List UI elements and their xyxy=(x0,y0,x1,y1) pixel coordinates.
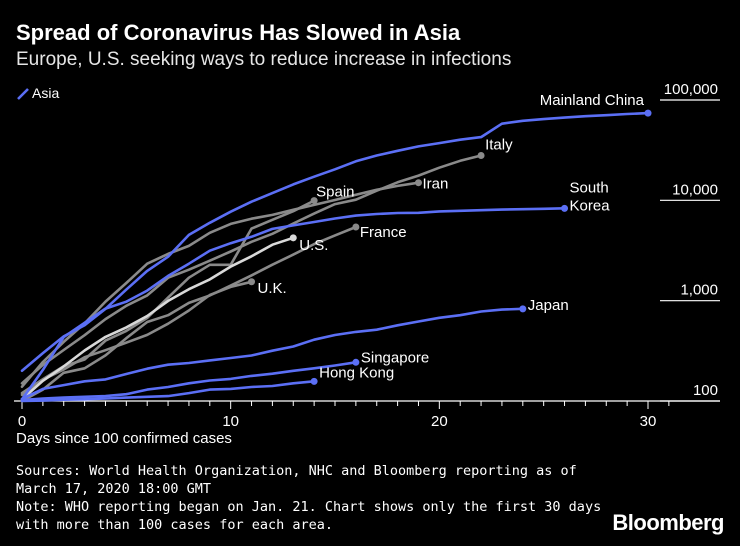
series-end-point xyxy=(477,151,485,159)
note-line: March 17, 2020 18:00 GMT xyxy=(16,481,212,497)
series-line-italy xyxy=(20,154,483,385)
note-line: Note: WHO reporting began on Jan. 21. Ch… xyxy=(16,499,602,515)
legend: Asia xyxy=(17,85,59,101)
x-tick-label: 30 xyxy=(640,413,657,430)
bloomberg-logo: Bloomberg xyxy=(612,510,724,535)
series-end-point xyxy=(519,305,527,313)
note-line: Sources: World Health Organization, NHC … xyxy=(16,463,577,479)
series-line-u-s xyxy=(20,236,295,401)
series-line-france xyxy=(20,225,358,403)
y-gridlines: 100 1,000 10,000 100,000 xyxy=(660,81,720,402)
y-tick-label: 10,000 xyxy=(672,181,718,198)
series-line-japan xyxy=(20,307,525,401)
series-label: Italy xyxy=(485,136,513,153)
series-end-point xyxy=(310,377,318,385)
series-end-point xyxy=(414,179,422,187)
chart-subtitle: Europe, U.S. seeking ways to reduce incr… xyxy=(16,49,512,70)
series-label: Hong Kong xyxy=(319,364,394,381)
x-tick-label: 10 xyxy=(222,413,239,430)
series-label-line: South xyxy=(570,179,609,196)
series-end-point xyxy=(352,223,360,231)
series-line-hong-kong xyxy=(20,379,316,403)
x-axis: 0 10 20 30 xyxy=(14,400,720,430)
y-tick-label: 100,000 xyxy=(664,81,718,98)
x-axis-label: Days since 100 confirmed cases xyxy=(16,430,232,447)
series-label: Japan xyxy=(528,297,569,314)
series-end-point xyxy=(289,234,297,242)
series-end-point xyxy=(248,278,256,286)
series-label: Iran xyxy=(422,176,448,193)
series-lines xyxy=(20,109,652,403)
series-label: Mainland China xyxy=(540,92,645,109)
x-tick-label: 20 xyxy=(431,413,448,430)
x-tick-label: 0 xyxy=(18,413,26,430)
series-line-u-k xyxy=(20,280,253,397)
series-labels: Italy Iran Spain France U.K. U.S. Mainland Chi… xyxy=(258,92,645,381)
legend-label: Asia xyxy=(32,85,59,101)
series-line-mainland-china xyxy=(20,111,650,373)
series-label: South Korea xyxy=(570,179,611,214)
series-label: Singapore xyxy=(361,349,429,366)
series-end-point xyxy=(561,204,569,212)
chart-title: Spread of Coronavirus Has Slowed in Asia xyxy=(16,20,461,45)
y-tick-label: 100 xyxy=(693,382,718,399)
source-notes: Sources: World Health Organization, NHC … xyxy=(16,462,601,534)
series-label-line: Korea xyxy=(570,197,611,214)
y-tick-label: 1,000 xyxy=(680,282,718,299)
series-line-iran xyxy=(20,181,420,389)
series-line-singapore xyxy=(20,360,358,402)
legend-swatch-asia xyxy=(17,88,29,100)
series-label: U.S. xyxy=(299,237,328,254)
series-label: U.K. xyxy=(258,280,287,297)
series-end-point xyxy=(352,358,360,366)
series-label: Spain xyxy=(316,184,354,201)
series-line-south-korea xyxy=(20,207,566,401)
note-line: with more than 100 cases for each area. xyxy=(16,517,333,533)
series-label: France xyxy=(360,224,407,241)
series-end-point xyxy=(310,197,318,205)
series-end-point xyxy=(644,109,652,117)
